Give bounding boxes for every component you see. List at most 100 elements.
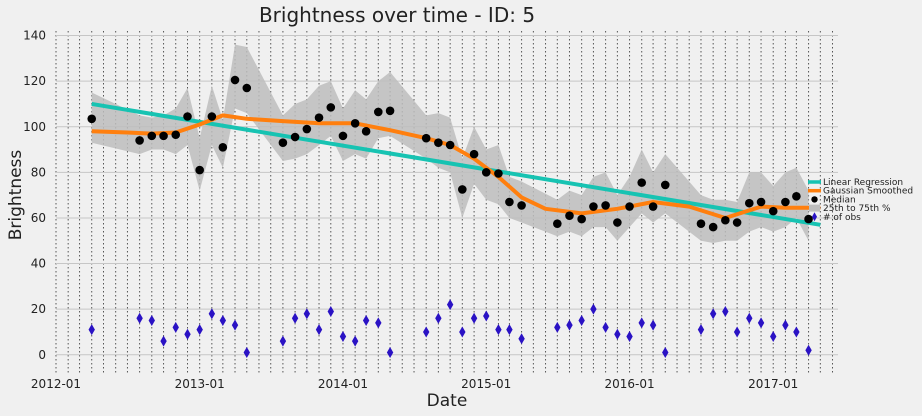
obs-marker <box>459 326 466 338</box>
median-point <box>648 202 658 211</box>
obs-marker <box>88 324 95 336</box>
obs-marker <box>231 319 239 331</box>
regression-line <box>91 101 821 227</box>
obs-marker <box>184 328 191 340</box>
obs-marker <box>219 315 227 327</box>
legend-swatch-obs <box>812 212 817 222</box>
obs-marker <box>793 326 800 338</box>
obs-marker <box>243 346 250 358</box>
x-tick-label: 2014-01 <box>318 377 368 391</box>
obs-marker <box>303 308 311 320</box>
y-tick-label: 100 <box>23 120 46 134</box>
median-point <box>744 198 754 208</box>
x-axis-label: Date <box>427 391 468 411</box>
obs-marker <box>208 308 216 320</box>
median-point <box>147 131 157 141</box>
median-point <box>804 214 813 224</box>
obs-marker <box>746 312 753 324</box>
obs-markers <box>88 299 812 358</box>
median-point <box>792 192 801 201</box>
median-point <box>326 103 336 112</box>
obs-marker <box>386 346 394 358</box>
x-tick-label: 2015-01 <box>461 377 511 391</box>
median-point <box>565 211 574 220</box>
y-tick-label: 140 <box>23 29 46 43</box>
median-point <box>553 219 562 228</box>
legend-swatch-median <box>811 196 818 203</box>
median-point <box>350 119 360 128</box>
median-point <box>242 83 252 93</box>
x-tick-label: 2016-01 <box>604 377 654 391</box>
median-point <box>159 131 168 141</box>
obs-marker <box>495 324 502 336</box>
obs-marker <box>375 317 382 329</box>
median-point <box>613 218 622 227</box>
median-point <box>505 197 514 207</box>
legend-label: Gaussian Smoothed <box>823 187 913 197</box>
median-point <box>278 138 288 148</box>
obs-marker <box>483 310 490 322</box>
median-point <box>361 127 371 136</box>
median-point <box>314 113 324 122</box>
obs-marker <box>506 324 513 336</box>
obs-marker <box>470 312 478 324</box>
median-point <box>625 202 634 211</box>
median-point <box>434 138 443 148</box>
x-tick-label: 2012-01 <box>31 377 81 391</box>
median-point <box>660 180 670 190</box>
legend-label: Linear Regression <box>823 178 903 188</box>
obs-marker <box>709 308 717 320</box>
median-point <box>230 75 240 85</box>
y-tick-label: 120 <box>23 74 46 88</box>
legend-swatch-band <box>809 204 820 212</box>
y-tick-label: 60 <box>31 211 46 225</box>
median-point <box>732 218 742 227</box>
obs-marker <box>649 319 657 331</box>
obs-marker <box>782 319 789 331</box>
median-point <box>696 219 706 228</box>
median-point <box>87 114 97 124</box>
y-tick-label: 80 <box>31 165 46 179</box>
obs-marker <box>339 331 347 343</box>
obs-marker <box>614 328 621 340</box>
obs-marker <box>327 305 334 317</box>
obs-marker <box>315 324 323 336</box>
median-point <box>385 106 395 116</box>
obs-marker <box>148 315 155 327</box>
y-tick-label: 0 <box>38 348 46 362</box>
obs-marker <box>590 303 597 315</box>
median-point <box>494 169 503 178</box>
obs-marker <box>291 312 299 324</box>
median-point <box>302 124 312 134</box>
median-point <box>445 140 455 150</box>
median-point <box>768 206 778 216</box>
obs-marker <box>136 312 143 324</box>
legend-label: 25th to 75th % <box>823 204 891 214</box>
obs-marker <box>196 324 203 336</box>
median-point <box>481 168 491 177</box>
obs-marker <box>351 335 359 347</box>
median-point <box>601 201 610 210</box>
y-tick-label: 20 <box>31 302 46 316</box>
median-point <box>207 112 217 121</box>
median-point <box>589 202 598 211</box>
obs-marker <box>362 315 370 327</box>
median-point <box>183 112 192 121</box>
median-point <box>756 197 766 207</box>
median-point <box>290 132 300 142</box>
obs-marker <box>722 305 729 317</box>
median-point <box>338 131 348 141</box>
median-point <box>781 197 790 207</box>
median-point <box>577 214 586 224</box>
median-point <box>637 178 647 187</box>
median-point <box>469 149 479 159</box>
median-point <box>218 142 228 152</box>
median-point <box>721 215 730 225</box>
median-point <box>458 185 467 194</box>
legend-label: # of obs <box>823 213 861 223</box>
obs-marker <box>279 335 287 347</box>
obs-marker <box>626 331 633 343</box>
median-point <box>708 222 718 232</box>
